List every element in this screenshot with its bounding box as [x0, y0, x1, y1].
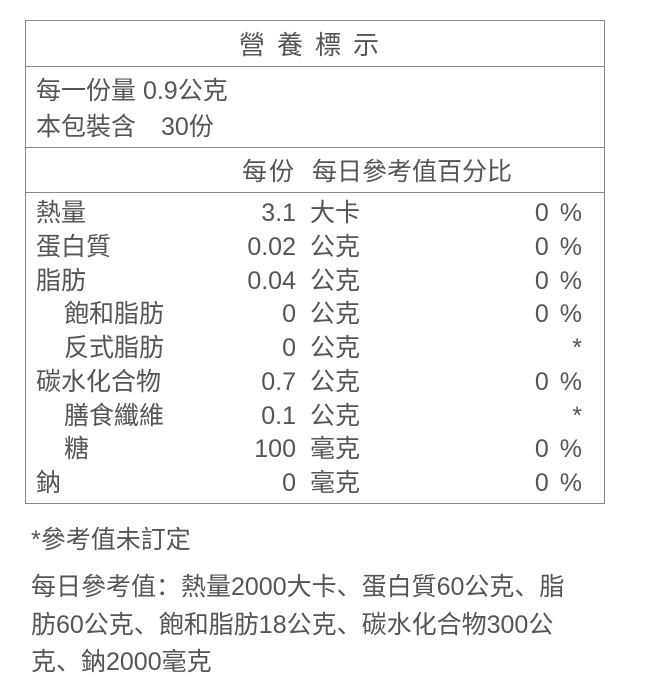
servings-per-package: 本包裝含 30份 [36, 107, 594, 143]
nutrition-facts-table: 營養標示 每一份量 0.9公克 本包裝含 30份 每份 每日參考值百分比 熱量3… [25, 20, 605, 504]
nutrient-value: 3.1 [196, 197, 296, 231]
nutrient-percent: * [376, 332, 594, 366]
header-per-serving: 每份 [196, 152, 296, 188]
nutrient-percent: 0 % [376, 197, 594, 231]
column-headers: 每份 每日參考值百分比 [26, 148, 604, 193]
nutrient-value: 0.04 [196, 265, 296, 299]
nutrient-percent: 0 % [376, 265, 594, 299]
nutrient-name: 飽和脂肪 [36, 298, 196, 332]
nutrient-unit: 公克 [296, 231, 376, 265]
nutrient-unit: 毫克 [296, 433, 376, 467]
nutrient-name: 反式脂肪 [36, 332, 196, 366]
nutrient-name: 熱量 [36, 197, 196, 231]
nutrient-percent: * [376, 400, 594, 434]
serving-size: 每一份量 0.9公克 [36, 71, 594, 107]
nutrient-unit: 公克 [296, 298, 376, 332]
table-row: 膳食纖維0.1公克* [36, 400, 594, 434]
nutrient-percent: 0 % [376, 433, 594, 467]
nutrient-unit: 公克 [296, 332, 376, 366]
footnote-asterisk: *參考值未訂定 [31, 522, 585, 560]
nutrient-unit: 公克 [296, 265, 376, 299]
nutrient-unit: 公克 [296, 366, 376, 400]
table-title: 營養標示 [26, 21, 604, 67]
nutrient-name: 膳食纖維 [36, 400, 196, 434]
table-row: 熱量3.1大卡0 % [36, 197, 594, 231]
nutrient-value: 0 [196, 298, 296, 332]
nutrient-percent: 0 % [376, 231, 594, 265]
nutrient-name: 糖 [36, 433, 196, 467]
table-row: 碳水化合物0.7公克0 % [36, 366, 594, 400]
table-row: 糖100毫克0 % [36, 433, 594, 467]
nutrient-name: 碳水化合物 [36, 366, 196, 400]
serving-info: 每一份量 0.9公克 本包裝含 30份 [26, 67, 604, 148]
nutrient-value: 0.02 [196, 231, 296, 265]
footnote-reference-values: 每日參考值：熱量2000大卡、蛋白質60公克、脂肪60公克、飽和脂肪18公克、碳… [31, 569, 585, 682]
nutrient-unit: 大卡 [296, 197, 376, 231]
nutrient-percent: 0 % [376, 467, 594, 501]
table-row: 脂肪0.04公克0 % [36, 265, 594, 299]
nutrient-name: 鈉 [36, 467, 196, 501]
header-daily-percent: 每日參考值百分比 [296, 152, 594, 188]
nutrient-unit: 毫克 [296, 467, 376, 501]
table-row: 鈉0毫克0 % [36, 467, 594, 501]
nutrient-value: 0 [196, 467, 296, 501]
nutrient-name: 蛋白質 [36, 231, 196, 265]
nutrient-percent: 0 % [376, 366, 594, 400]
nutrient-value: 0.7 [196, 366, 296, 400]
nutrient-value: 0.1 [196, 400, 296, 434]
table-row: 蛋白質0.02公克0 % [36, 231, 594, 265]
nutrient-value: 0 [196, 332, 296, 366]
nutrient-percent: 0 % [376, 298, 594, 332]
nutrient-name: 脂肪 [36, 265, 196, 299]
header-spacer [36, 152, 196, 188]
nutrition-data-rows: 熱量3.1大卡0 %蛋白質0.02公克0 %脂肪0.04公克0 %飽和脂肪0公克… [26, 193, 604, 503]
table-row: 飽和脂肪0公克0 % [36, 298, 594, 332]
nutrient-value: 100 [196, 433, 296, 467]
nutrient-unit: 公克 [296, 400, 376, 434]
table-row: 反式脂肪0公克* [36, 332, 594, 366]
footnotes: *參考值未訂定 每日參考值：熱量2000大卡、蛋白質60公克、脂肪60公克、飽和… [25, 522, 585, 682]
